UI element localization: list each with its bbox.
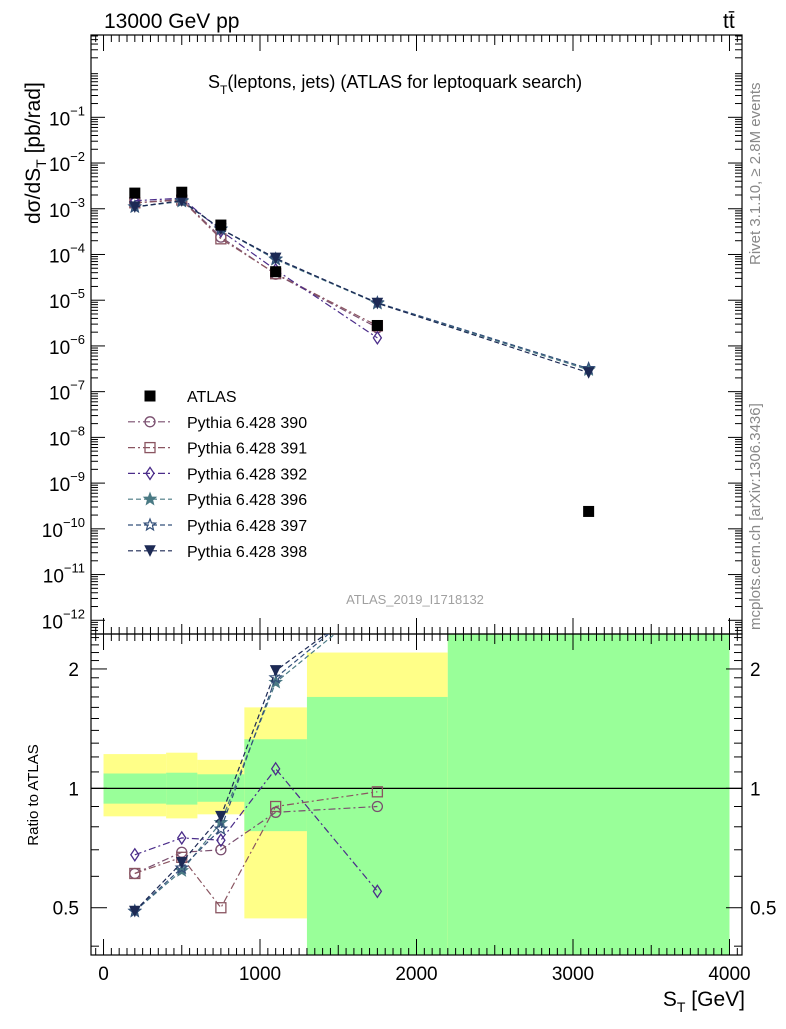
ratio-point-5-0 xyxy=(129,905,141,918)
legend-label-3: Pythia 6.428 396 xyxy=(187,492,307,509)
ratio-point-4-3 xyxy=(268,670,283,684)
ratio-point-1-3 xyxy=(270,800,282,813)
legend-label-0: Pythia 6.428 390 xyxy=(187,415,307,432)
x-tick-label: 2000 xyxy=(395,964,437,985)
legend-marker-atlas xyxy=(144,390,156,402)
main-point-2-4 xyxy=(372,330,383,346)
header-energy: 13000 GeV pp xyxy=(104,10,239,33)
ratio-y-tick-label-right: 2 xyxy=(750,660,761,681)
legend: ATLAS Pythia 6.428 390 Pythia 6.428 391 Pyt… xyxy=(128,389,307,561)
ratio-point-4-2 xyxy=(213,821,229,836)
x-tick-label: 1000 xyxy=(239,964,281,985)
legend-label-4: Pythia 6.428 397 xyxy=(187,518,307,535)
main-y-axis-label: dσ/dST [pb/rad] xyxy=(22,82,49,224)
ratio-y-tick-label-right: 1 xyxy=(750,779,761,800)
band-inner-5 xyxy=(447,634,730,955)
ratio-point-2-2 xyxy=(216,833,226,848)
main-point-5-5 xyxy=(582,367,595,379)
main-point-5-3 xyxy=(269,252,282,265)
legend-label-1: Pythia 6.428 391 xyxy=(187,441,307,458)
y-tick-label: 10−8 xyxy=(49,423,85,450)
legend-label-5: Pythia 6.428 398 xyxy=(187,544,307,561)
x-tick-label: 3000 xyxy=(552,964,594,985)
main-series-line-3 xyxy=(134,200,589,371)
band-inner-3 xyxy=(244,739,307,832)
y-tick-label: 10−3 xyxy=(49,195,85,222)
legend-marker-2 xyxy=(145,466,155,481)
ratio-series-line-4 xyxy=(134,634,330,912)
axes-layer: 10−1210−1110−1010−910−810−710−610−510−41… xyxy=(42,35,776,985)
legend-label-atlas: ATLAS xyxy=(187,389,237,406)
legend-label-2: Pythia 6.428 392 xyxy=(187,466,307,483)
atlas-data-point-0 xyxy=(129,187,141,199)
x-axis-label: ST [GeV] xyxy=(663,988,745,1015)
x-tick-label: 0 xyxy=(98,964,109,985)
legend-marker-3 xyxy=(142,491,158,506)
legend-marker-4 xyxy=(142,517,158,532)
legend-marker-0 xyxy=(144,416,156,428)
ratio-point-4-1 xyxy=(174,860,190,875)
ratio-point-5-3 xyxy=(269,665,282,677)
ratio-point-2-1 xyxy=(176,830,187,846)
mcplots-label: mcplots.cern.ch [arXiv:1306.3436] xyxy=(747,403,764,630)
main-series-line-4 xyxy=(134,200,589,370)
main-plot-title: ST(leptons, jets) (ATLAS for leptoquark … xyxy=(208,72,582,97)
main-series-line-2 xyxy=(134,197,378,339)
ratio-point-5-2 xyxy=(215,810,227,823)
ratio-point-1-2 xyxy=(215,902,227,914)
y-tick-label: 10−6 xyxy=(49,332,85,359)
legend-marker-1 xyxy=(144,441,156,454)
atlas-data-point-1 xyxy=(176,186,188,198)
ratio-point-5-1 xyxy=(175,857,188,869)
ratio-series-layer xyxy=(127,634,384,918)
analysis-watermark: ATLAS_2019_I1718132 xyxy=(346,592,484,607)
ratio-y-axis-label: Ratio to ATLAS xyxy=(25,744,42,845)
y-tick-label: 10−1 xyxy=(49,103,85,130)
main-series-layer xyxy=(127,186,596,517)
ratio-point-0-2 xyxy=(215,844,227,856)
ratio-point-2-3 xyxy=(270,761,281,776)
band-inner-4 xyxy=(306,696,448,955)
ratio-y-tick-label: 2 xyxy=(68,660,79,681)
y-tick-label: 10−2 xyxy=(49,149,85,176)
rivet-version-label: Rivet 3.1.10, ≥ 2.8M events xyxy=(747,83,764,266)
y-tick-label: 10−10 xyxy=(42,515,85,542)
y-tick-label: 10−12 xyxy=(42,606,85,633)
ratio-y-tick-label-right: 0.5 xyxy=(750,899,776,920)
x-tick-label: 4000 xyxy=(708,964,750,985)
ratio-point-1-0 xyxy=(129,867,141,880)
y-tick-label: 10−4 xyxy=(49,240,85,267)
main-series-line-0 xyxy=(134,198,378,329)
ratio-point-1-4 xyxy=(371,786,384,798)
atlas-data-point-3 xyxy=(270,266,282,278)
main-series-line-1 xyxy=(134,199,378,327)
main-point-5-4 xyxy=(371,297,384,310)
atlas-data-point-4 xyxy=(371,319,383,331)
legend-marker-5 xyxy=(144,545,156,557)
y-tick-label: 10−5 xyxy=(49,286,85,313)
ratio-series-line-2 xyxy=(134,767,378,892)
main-series-line-5 xyxy=(134,200,589,374)
atlas-data-point-2 xyxy=(215,219,227,231)
ratio-point-2-0 xyxy=(130,847,140,862)
y-tick-label: 10−9 xyxy=(49,469,85,496)
y-tick-label: 10−7 xyxy=(49,378,85,405)
ratio-point-2-4 xyxy=(372,884,383,899)
atlas-data-point-5 xyxy=(583,505,595,517)
y-tick-label: 10−11 xyxy=(43,561,85,588)
ratio-y-tick-label: 0.5 xyxy=(53,899,79,920)
header-process: tt̄ xyxy=(723,10,735,33)
ratio-y-tick-label: 1 xyxy=(68,779,79,800)
ratio-series-line-1 xyxy=(134,791,378,909)
main-point-5-0 xyxy=(129,201,141,213)
ratio-point-0-4 xyxy=(371,800,384,813)
ratio-series-line-0 xyxy=(134,805,378,875)
uncertainty-bands xyxy=(103,634,730,955)
